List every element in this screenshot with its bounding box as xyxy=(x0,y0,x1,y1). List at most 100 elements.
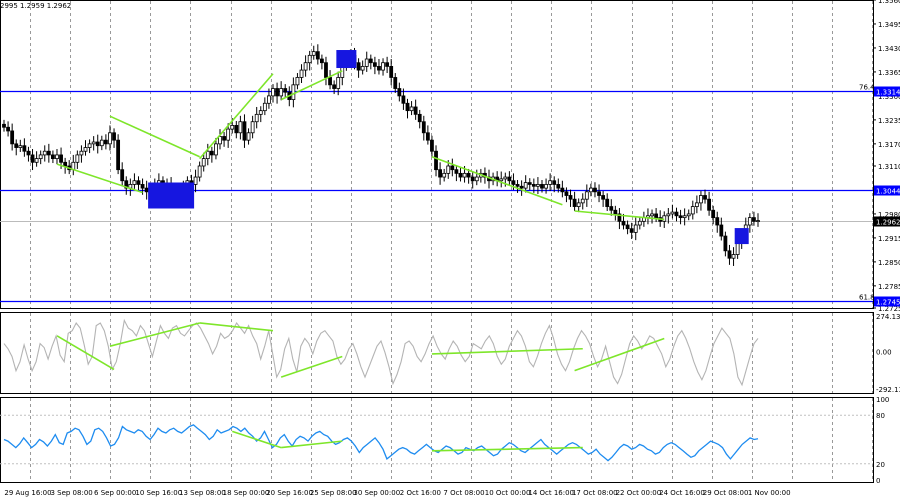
fib-level-label: 61.8 xyxy=(859,294,875,302)
x-tick-label: 6 Sep 00:00 xyxy=(94,489,136,497)
candle xyxy=(560,187,565,193)
candle xyxy=(450,165,455,171)
trend-line xyxy=(280,355,343,378)
candle xyxy=(10,130,15,145)
x-tick-label: 1 Nov 00:00 xyxy=(748,489,791,497)
candle xyxy=(682,215,687,219)
candle xyxy=(91,141,96,145)
candle xyxy=(385,62,390,67)
candle xyxy=(670,211,675,215)
trend-line xyxy=(199,73,274,160)
candle xyxy=(6,126,10,132)
candle xyxy=(707,198,711,211)
candle xyxy=(124,180,129,189)
candle xyxy=(63,161,68,167)
candle xyxy=(59,154,63,163)
candle xyxy=(625,224,630,230)
rsi-tick-label: 100 xyxy=(876,396,889,404)
time-axis: 29 Aug 16:003 Sep 08:00 6 Sep 00:00 10 Sep… xyxy=(4,489,790,497)
candle xyxy=(230,125,235,130)
x-tick-label: 3 Sep 08:00 xyxy=(50,489,92,497)
x-tick-label: 22 Oct 00:00 xyxy=(616,489,662,497)
candle xyxy=(34,158,39,163)
y-tick-label: 1.3495 xyxy=(878,21,900,29)
candle xyxy=(209,150,214,156)
y-tick-label: 1.3365 xyxy=(878,69,900,77)
x-tick-label: 18 Sep 00:00 xyxy=(223,489,270,497)
x-tick-label: 20 Sep 16:00 xyxy=(266,489,313,497)
candle xyxy=(540,184,544,189)
candle xyxy=(544,184,548,189)
candle xyxy=(258,110,263,115)
trend-line xyxy=(199,322,274,332)
candle xyxy=(446,165,451,174)
candle xyxy=(719,224,724,237)
rsi-line xyxy=(3,424,759,462)
rsi-tick-label: 0 xyxy=(876,477,880,485)
rsi-panel: 100 80 20 0 xyxy=(0,396,889,485)
candle xyxy=(752,217,756,222)
candle xyxy=(756,220,760,222)
cci-tick-label: 274.1308 xyxy=(876,313,900,321)
x-tick-label: 29 Aug 16:00 xyxy=(4,489,51,497)
candle xyxy=(303,62,308,71)
candle xyxy=(2,123,6,128)
y-tick-label: 1.2980 xyxy=(878,211,900,219)
level-price-tag xyxy=(874,296,900,307)
candle xyxy=(458,172,463,178)
x-tick-label: 29 Oct 08:00 xyxy=(703,489,749,497)
y-tick-label: 1.2915 xyxy=(878,235,900,243)
candle xyxy=(42,150,47,156)
signal-marker xyxy=(148,182,195,209)
candle xyxy=(507,176,512,182)
rsi-tick-label: 80 xyxy=(876,412,885,420)
candle xyxy=(572,198,577,207)
candle xyxy=(201,158,206,167)
candle xyxy=(584,191,589,200)
candle xyxy=(246,132,251,141)
current-price-tag xyxy=(874,216,900,227)
candle xyxy=(18,145,23,148)
candle xyxy=(425,132,430,141)
candle xyxy=(320,58,324,64)
candle xyxy=(112,132,116,141)
x-tick-label: 17 Oct 08:00 xyxy=(572,489,618,497)
candle xyxy=(360,65,365,71)
candle xyxy=(531,184,536,187)
candle xyxy=(601,195,606,200)
candle xyxy=(242,121,247,141)
candle xyxy=(267,95,271,104)
candle xyxy=(103,139,108,145)
candle xyxy=(315,51,320,60)
y-tick-label: 1.3560 xyxy=(878,0,900,5)
y-tick-label: 1.3170 xyxy=(878,141,900,149)
candle xyxy=(515,184,520,187)
candle xyxy=(364,58,369,67)
candle xyxy=(279,88,284,97)
cci-panel: 274.1308 0.00 -292.136 xyxy=(0,312,900,394)
candle xyxy=(588,187,593,193)
candle xyxy=(613,209,618,215)
candle xyxy=(621,220,626,226)
trend-line xyxy=(56,163,143,194)
candle xyxy=(548,180,553,185)
candle xyxy=(727,250,732,259)
candle xyxy=(307,54,312,64)
candle xyxy=(417,113,422,123)
ohlc-readout: 2995 1.2959 1.2962 xyxy=(0,2,72,10)
candle xyxy=(46,150,51,156)
current-price-label: 1.2962 xyxy=(876,219,900,227)
level-price-label: 1.3044 xyxy=(876,188,900,196)
rsi-frame xyxy=(0,397,874,483)
x-tick-label: 10 Oct 00:00 xyxy=(485,489,531,497)
candle xyxy=(75,154,80,163)
candle xyxy=(275,88,279,97)
candle xyxy=(715,217,720,226)
rsi-tick-label: 20 xyxy=(876,461,885,469)
candle xyxy=(580,198,585,204)
candle xyxy=(30,154,35,163)
candle xyxy=(442,172,447,178)
candle xyxy=(499,178,504,182)
candle xyxy=(735,243,740,255)
candle xyxy=(629,228,634,233)
